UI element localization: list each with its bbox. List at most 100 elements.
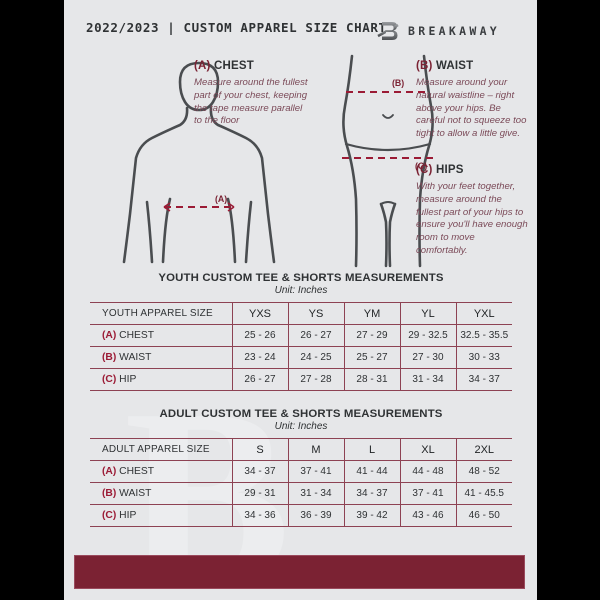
table-row: (C) HIP 34 - 36 36 - 39 39 - 42 43 - 46 … xyxy=(90,504,512,527)
youth-table-header-row: YOUTH APPAREL SIZE YXS YS YM YL YXL xyxy=(90,302,512,325)
youth-table-title: YOUTH CUSTOM TEE & SHORTS MEASUREMENTS xyxy=(158,272,444,284)
youth-row-2-value-1: 27 - 28 xyxy=(287,368,344,391)
chest-description-block: (A) CHEST Measure around the fullest par… xyxy=(194,60,312,128)
hips-heading-word: HIPS xyxy=(435,164,464,176)
adult-row-2-label: (C) HIP xyxy=(90,504,232,527)
adult-row-2-value-0: 34 - 36 xyxy=(231,504,288,527)
adult-row-2-tag: (C) xyxy=(102,510,117,521)
adult-row-2-name: HIP xyxy=(119,510,137,521)
youth-row-1-value-3: 27 - 30 xyxy=(399,346,456,369)
youth-row-0-value-4: 32.5 - 35.5 xyxy=(455,324,512,347)
adult-size-header-1: M xyxy=(287,438,344,461)
youth-row-0-value-3: 29 - 32.5 xyxy=(399,324,456,347)
adult-row-1-tag: (B) xyxy=(102,488,117,499)
adult-row-0-value-1: 37 - 41 xyxy=(287,460,344,483)
waist-dim-label: (B) xyxy=(392,78,405,88)
adult-row-1-value-4: 41 - 45.5 xyxy=(455,482,512,505)
waist-description: Measure around your natural waistline – … xyxy=(416,77,527,139)
youth-row-2-value-2: 28 - 31 xyxy=(343,368,400,391)
adult-row-0-name: CHEST xyxy=(119,466,155,477)
youth-row-1-tag: (B) xyxy=(102,352,117,363)
adult-row-2-value-3: 43 - 46 xyxy=(399,504,456,527)
table-row: (B) WAIST 29 - 31 31 - 34 34 - 37 37 - 4… xyxy=(90,482,512,505)
adult-row-0-label: (A) CHEST xyxy=(90,460,232,483)
adult-row-1-value-3: 37 - 41 xyxy=(399,482,456,505)
youth-table-unit: Unit: Inches xyxy=(274,285,328,296)
youth-row-0-value-2: 27 - 29 xyxy=(343,324,400,347)
adult-size-table: ADULT APPAREL SIZE S M L XL 2XL (A) CHES… xyxy=(90,438,512,527)
youth-size-table: YOUTH APPAREL SIZE YXS YS YM YL YXL (A) … xyxy=(90,302,512,391)
hip-dim-label: (C) xyxy=(415,161,428,171)
page-header: 2022/2023 | CUSTOM APPAREL SIZE CHART BR… xyxy=(64,0,537,58)
youth-row-1-name: WAIST xyxy=(119,352,152,363)
waist-heading-word: WAIST xyxy=(435,60,474,72)
adult-measurements-section: ADULT CUSTOM TEE & SHORTS MEASUREMENTS U… xyxy=(90,408,512,527)
waist-heading: (B) WAIST xyxy=(416,60,528,72)
youth-row-1-value-0: 23 - 24 xyxy=(231,346,288,369)
chest-dim-label: (A) xyxy=(215,194,228,204)
adult-table-title: ADULT CUSTOM TEE & SHORTS MEASUREMENTS xyxy=(159,408,443,420)
table-row: (B) WAIST 23 - 24 24 - 25 25 - 27 27 - 3… xyxy=(90,346,512,369)
chest-heading-word: CHEST xyxy=(213,60,254,72)
adult-row-0-value-3: 44 - 48 xyxy=(399,460,456,483)
adult-size-header-3: XL xyxy=(399,438,456,461)
youth-row-0-name: CHEST xyxy=(119,330,155,341)
chest-heading: (A) CHEST xyxy=(194,60,312,72)
hips-description-block: (C) HIPS With your feet together, measur… xyxy=(416,164,528,258)
adult-row-2-value-2: 39 - 42 xyxy=(343,504,400,527)
youth-row-2-name: HIP xyxy=(119,374,137,385)
adult-row-0-value-0: 34 - 37 xyxy=(231,460,288,483)
adult-row-1-label: (B) WAIST xyxy=(90,482,232,505)
hips-heading-tag: (C) xyxy=(416,164,433,176)
adult-row-1-name: WAIST xyxy=(119,488,152,499)
adult-row-1-value-0: 29 - 31 xyxy=(231,482,288,505)
youth-row-1-value-2: 25 - 27 xyxy=(343,346,400,369)
youth-row-1-label: (B) WAIST xyxy=(90,346,232,369)
youth-row-2-value-4: 34 - 37 xyxy=(455,368,512,391)
breakaway-b-logo-icon xyxy=(377,22,399,40)
size-chart-page: B 2022/2023 | CUSTOM APPAREL SIZE CHART … xyxy=(64,0,537,600)
waist-heading-tag: (B) xyxy=(416,60,433,72)
adult-row-1-value-2: 34 - 37 xyxy=(343,482,400,505)
page-title: 2022/2023 | CUSTOM APPAREL SIZE CHART xyxy=(86,20,387,35)
youth-row-0-value-1: 26 - 27 xyxy=(287,324,344,347)
chest-heading-tag: (A) xyxy=(194,60,211,72)
youth-row-2-tag: (C) xyxy=(102,374,117,385)
youth-size-header-1: YS xyxy=(287,302,344,325)
adult-size-header-4: 2XL xyxy=(455,438,512,461)
youth-size-header-0: YXS xyxy=(231,302,288,325)
brand-name: BREAKAWAY xyxy=(408,24,501,38)
youth-row-0-label: (A) CHEST xyxy=(90,324,232,347)
chest-measure-line xyxy=(163,202,235,212)
youth-measurements-section: YOUTH CUSTOM TEE & SHORTS MEASUREMENTS U… xyxy=(90,272,512,391)
table-row: (A) CHEST 25 - 26 26 - 27 27 - 29 29 - 3… xyxy=(90,324,512,347)
body-figures-illustration xyxy=(122,54,434,268)
youth-size-header-2: YM xyxy=(343,302,400,325)
youth-row-1-value-4: 30 - 33 xyxy=(455,346,512,369)
footer-bar xyxy=(74,555,525,589)
table-row: (C) HIP 26 - 27 27 - 28 28 - 31 31 - 34 … xyxy=(90,368,512,391)
adult-row-0-value-2: 41 - 44 xyxy=(343,460,400,483)
youth-row-0-value-0: 25 - 26 xyxy=(231,324,288,347)
chest-description: Measure around the fullest part of your … xyxy=(194,77,308,127)
table-row: (A) CHEST 34 - 37 37 - 41 41 - 44 44 - 4… xyxy=(90,460,512,483)
measurement-diagram: (A) (B) (C) (A) CHEST Measure around the… xyxy=(64,54,537,269)
adult-row-0-tag: (A) xyxy=(102,466,117,477)
adult-row-2-value-4: 46 - 50 xyxy=(455,504,512,527)
youth-row-1-value-1: 24 - 25 xyxy=(287,346,344,369)
adult-table-unit: Unit: Inches xyxy=(274,421,328,432)
adult-size-header-2: L xyxy=(343,438,400,461)
adult-table-header-row: ADULT APPAREL SIZE S M L XL 2XL xyxy=(90,438,512,461)
youth-row-0-tag: (A) xyxy=(102,330,117,341)
youth-row-2-value-0: 26 - 27 xyxy=(231,368,288,391)
youth-row-2-label: (C) HIP xyxy=(90,368,232,391)
youth-row-2-value-3: 31 - 34 xyxy=(399,368,456,391)
youth-label-header: YOUTH APPAREL SIZE xyxy=(90,302,232,325)
adult-size-header-0: S xyxy=(231,438,288,461)
waist-description-block: (B) WAIST Measure around your natural wa… xyxy=(416,60,528,141)
adult-label-header: ADULT APPAREL SIZE xyxy=(90,438,232,461)
adult-row-0-value-4: 48 - 52 xyxy=(455,460,512,483)
hips-heading: (C) HIPS xyxy=(416,164,528,176)
hips-description: With your feet together, measure around … xyxy=(416,181,528,256)
adult-row-1-value-1: 31 - 34 xyxy=(287,482,344,505)
